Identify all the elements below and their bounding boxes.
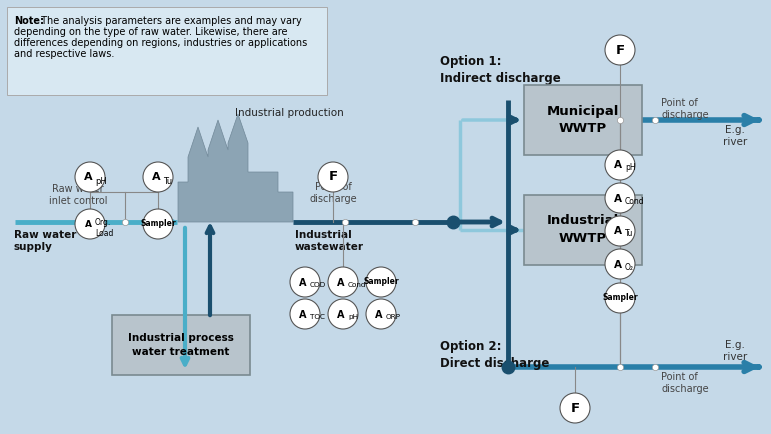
- Circle shape: [605, 183, 635, 213]
- Polygon shape: [178, 114, 293, 222]
- Text: and respective laws.: and respective laws.: [14, 49, 114, 59]
- Circle shape: [290, 299, 320, 329]
- Circle shape: [605, 35, 635, 65]
- Text: Raw water
supply: Raw water supply: [14, 230, 76, 252]
- Text: pH: pH: [625, 164, 635, 172]
- Text: Industrial process
water treatment: Industrial process water treatment: [128, 333, 234, 357]
- Circle shape: [328, 299, 358, 329]
- Circle shape: [290, 267, 320, 297]
- Circle shape: [366, 267, 396, 297]
- Text: Sampler: Sampler: [140, 220, 176, 228]
- Circle shape: [328, 267, 358, 297]
- Text: A: A: [84, 172, 93, 183]
- Text: A: A: [614, 161, 622, 171]
- Text: A: A: [299, 309, 307, 319]
- Circle shape: [318, 162, 348, 192]
- Text: ORP: ORP: [386, 314, 401, 320]
- Text: Cond: Cond: [348, 282, 366, 288]
- Text: E.g.
river: E.g. river: [723, 125, 747, 147]
- Text: COD: COD: [310, 282, 326, 288]
- FancyBboxPatch shape: [524, 85, 642, 155]
- Text: Industrial
wastewater: Industrial wastewater: [295, 230, 364, 252]
- Text: Point of
discharge: Point of discharge: [661, 372, 709, 394]
- Circle shape: [605, 216, 635, 246]
- Text: pH: pH: [95, 177, 106, 185]
- Text: E.g.
river: E.g. river: [723, 340, 747, 362]
- Text: Cond: Cond: [625, 197, 645, 206]
- Circle shape: [605, 283, 635, 313]
- Circle shape: [366, 299, 396, 329]
- Text: Org.
Load: Org. Load: [95, 218, 113, 238]
- Text: differences depending on regions, industries or applications: differences depending on regions, indust…: [14, 38, 308, 48]
- Text: Industrial production: Industrial production: [235, 108, 344, 118]
- Text: A: A: [614, 260, 622, 270]
- Text: Tu: Tu: [625, 230, 633, 239]
- Text: Option 1:
Indirect discharge: Option 1: Indirect discharge: [440, 55, 561, 85]
- Text: A: A: [614, 227, 622, 237]
- Text: F: F: [571, 401, 580, 414]
- FancyBboxPatch shape: [112, 315, 250, 375]
- Text: A: A: [375, 309, 382, 319]
- Text: Industrial
WWTP: Industrial WWTP: [547, 214, 619, 246]
- Text: A: A: [614, 194, 622, 204]
- Text: Raw water
inlet control: Raw water inlet control: [49, 184, 107, 206]
- Text: TOC: TOC: [310, 314, 325, 320]
- FancyBboxPatch shape: [524, 195, 642, 265]
- Circle shape: [605, 249, 635, 279]
- Text: The analysis parameters are examples and may vary: The analysis parameters are examples and…: [38, 16, 301, 26]
- Text: Point of
discharge: Point of discharge: [309, 182, 357, 204]
- Circle shape: [560, 393, 590, 423]
- Text: O₂: O₂: [625, 263, 634, 272]
- Text: Point of
discharge: Point of discharge: [661, 98, 709, 120]
- FancyBboxPatch shape: [7, 7, 327, 95]
- Circle shape: [143, 209, 173, 239]
- Text: Tu: Tu: [163, 177, 172, 185]
- Circle shape: [605, 150, 635, 180]
- Text: F: F: [615, 43, 625, 56]
- Text: pH: pH: [348, 314, 358, 320]
- Text: Sampler: Sampler: [602, 293, 638, 302]
- Circle shape: [143, 162, 173, 192]
- Text: A: A: [337, 309, 345, 319]
- Text: Sampler: Sampler: [363, 277, 399, 286]
- Text: A: A: [85, 220, 92, 229]
- Text: Municipal
WWTP: Municipal WWTP: [547, 105, 619, 135]
- Circle shape: [75, 209, 105, 239]
- Text: A: A: [337, 277, 345, 287]
- Text: Option 2:
Direct discharge: Option 2: Direct discharge: [440, 340, 550, 370]
- Text: A: A: [152, 172, 160, 183]
- Text: depending on the type of raw water. Likewise, there are: depending on the type of raw water. Like…: [14, 27, 288, 37]
- Text: Note:: Note:: [14, 16, 44, 26]
- Text: A: A: [299, 277, 307, 287]
- Text: F: F: [328, 171, 338, 184]
- Circle shape: [75, 162, 105, 192]
